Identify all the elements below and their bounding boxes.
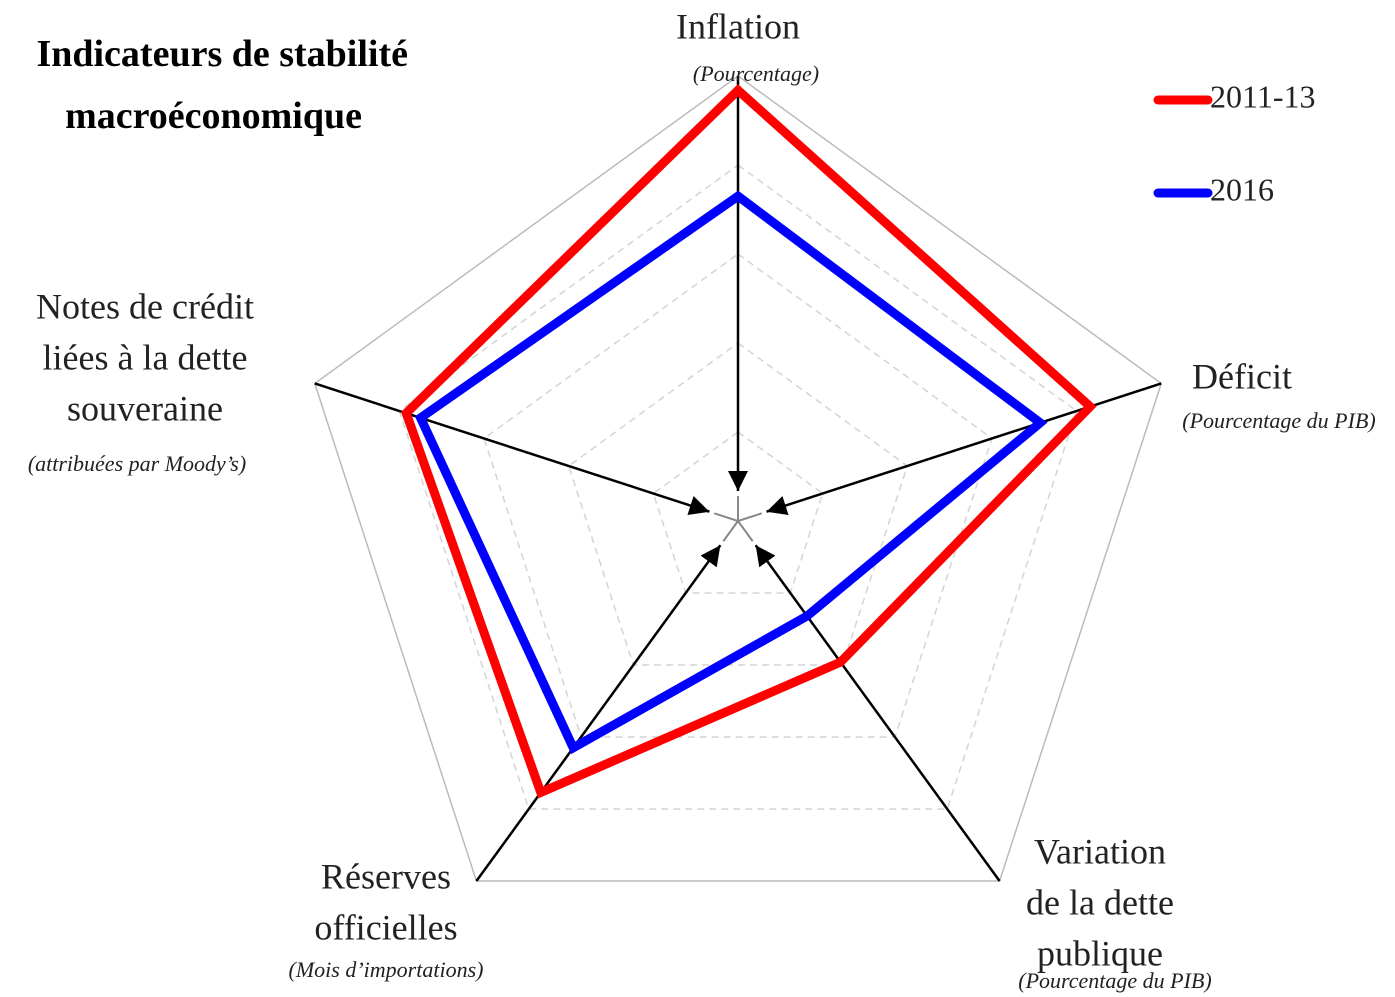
grid-ring: [483, 253, 993, 738]
axis-arrow: [475, 544, 722, 882]
axis-label: officielles: [314, 907, 457, 947]
grid-ring: [652, 431, 824, 594]
axis-unit: (Pourcentage du PIB): [1182, 408, 1375, 433]
chart-title: Indicateurs de stabilité: [36, 33, 408, 75]
axis-unit: (Mois d’importations): [289, 957, 484, 982]
axis-label: liées à la dette: [43, 337, 248, 377]
axis-stub: [713, 512, 739, 522]
grid-ring: [313, 75, 1163, 882]
axis-unit: (Pourcentage du PIB): [1018, 968, 1211, 993]
grid-ring: [567, 342, 909, 666]
axis-unit: (Pourcentage): [693, 61, 819, 86]
axis-arrow: [314, 382, 710, 516]
axis-unit: (attribuées par Moody’s): [28, 451, 246, 476]
axis-label: Réserves: [321, 856, 451, 896]
axis-label: de la dette: [1026, 882, 1174, 922]
axis-arrow: [754, 544, 1001, 882]
axis-arrow: [766, 382, 1162, 516]
axis-label: souveraine: [67, 388, 223, 428]
axis-label: publique: [1037, 933, 1163, 973]
axis-stub: [737, 520, 754, 542]
series-line: [400, 84, 1097, 799]
axis-label: Variation: [1034, 831, 1166, 871]
legend-label: 2011-13: [1210, 78, 1315, 114]
chart-title: macroéconomique: [65, 95, 362, 137]
legend-label: 2016: [1210, 171, 1274, 207]
axis-stub: [737, 512, 763, 522]
series-line: [414, 190, 1048, 755]
axis-label: Déficit: [1192, 356, 1292, 396]
axis-label: Inflation: [676, 6, 800, 46]
axis-label: Notes de crédit: [36, 286, 254, 326]
axis-stub: [722, 520, 739, 542]
